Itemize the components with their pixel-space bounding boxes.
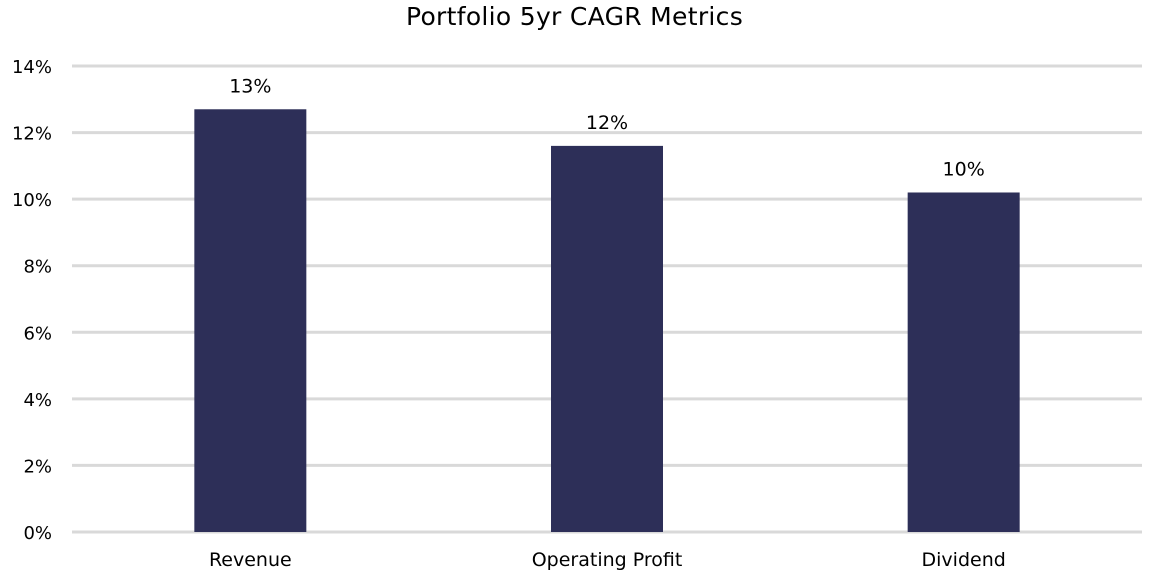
x-tick-label: Dividend: [922, 549, 1006, 571]
x-tick-label: Operating Profit: [532, 549, 683, 571]
data-label: 12%: [586, 112, 628, 134]
y-tick-label: 6%: [23, 323, 52, 344]
y-tick-label: 10%: [12, 190, 52, 211]
x-axis-ticks: Revenue Operating Profit Dividend: [209, 549, 1006, 571]
y-axis-ticks: 0% 2% 4% 6% 8% 10% 12% 14%: [12, 57, 52, 544]
y-tick-label: 2%: [23, 456, 52, 477]
bar-operating-profit: [551, 145, 663, 532]
y-tick-label: 4%: [23, 390, 52, 411]
y-tick-label: 12%: [12, 124, 52, 145]
data-label: 13%: [229, 75, 271, 97]
y-tick-label: 14%: [12, 57, 52, 78]
bar-dividend: [907, 192, 1020, 532]
x-tick-label: Revenue: [209, 549, 292, 571]
y-tick-label: 8%: [23, 257, 52, 278]
data-label: 10%: [943, 158, 985, 180]
y-tick-label: 0%: [23, 523, 52, 544]
bars: [194, 109, 1020, 533]
chart-title: Portfolio 5yr CAGR Metrics: [405, 2, 744, 31]
data-labels: 13% 12% 10%: [229, 75, 985, 180]
bar-revenue: [194, 109, 307, 533]
